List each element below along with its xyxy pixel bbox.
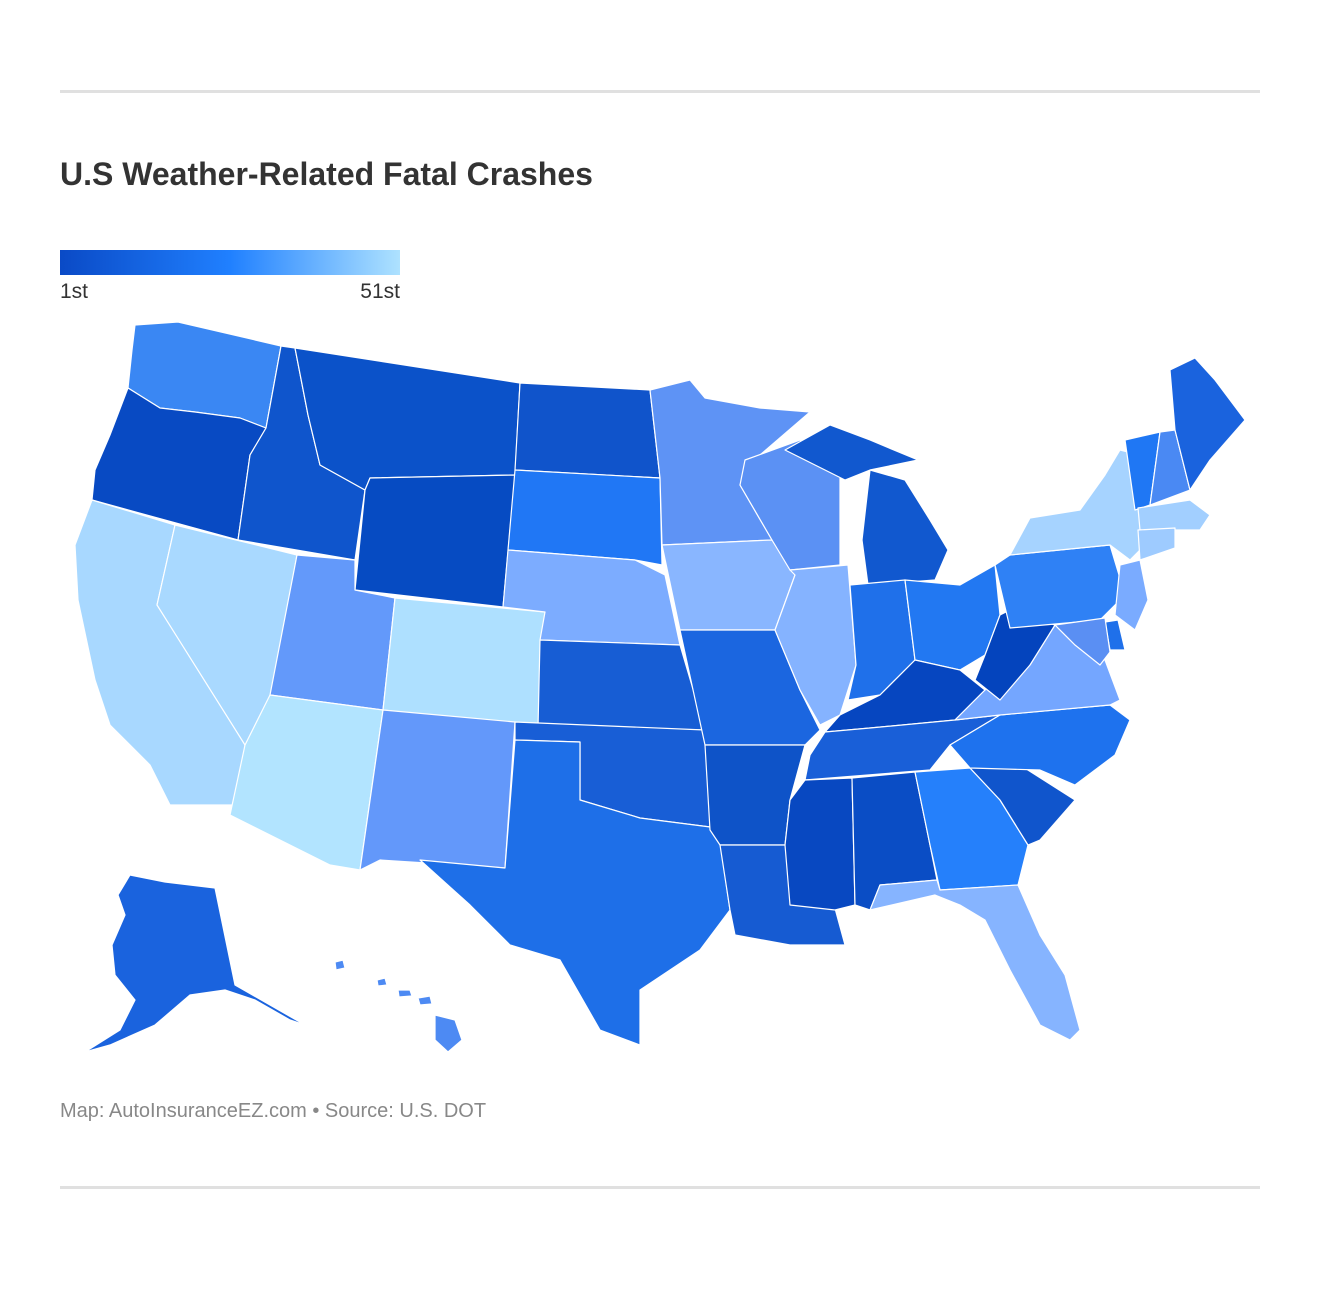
legend-min-label: 1st bbox=[60, 280, 89, 303]
state-MI bbox=[784, 424, 949, 586]
state-NJ bbox=[1114, 559, 1149, 631]
state-MT bbox=[294, 347, 521, 491]
state-CT bbox=[1137, 527, 1176, 561]
state-NM bbox=[359, 709, 516, 871]
legend-gradient-bar bbox=[60, 250, 400, 275]
state-ME bbox=[1169, 357, 1246, 491]
state-NY bbox=[1009, 449, 1146, 561]
state-MD bbox=[1054, 617, 1111, 666]
state-IA bbox=[661, 539, 796, 631]
bottom-divider bbox=[60, 1186, 1260, 1189]
state-WV bbox=[974, 609, 1056, 701]
state-HI bbox=[334, 959, 463, 1053]
state-ND bbox=[514, 382, 661, 479]
state-CO bbox=[382, 597, 546, 729]
source-credit: Map: AutoInsuranceEZ.com • Source: U.S. … bbox=[60, 1100, 487, 1122]
state-FL bbox=[869, 879, 1081, 1041]
chart-title: U.S Weather-Related Fatal Crashes bbox=[60, 156, 593, 192]
state-WY bbox=[354, 474, 516, 608]
state-AK bbox=[84, 874, 306, 1053]
state-SD bbox=[507, 469, 663, 566]
legend-max-label: 51st bbox=[360, 280, 400, 303]
top-divider bbox=[60, 90, 1260, 93]
state-MA bbox=[1137, 499, 1211, 531]
state-MS bbox=[784, 777, 856, 911]
state-TX bbox=[419, 739, 731, 1046]
us-choropleth-map bbox=[74, 321, 1246, 1053]
state-PA bbox=[994, 544, 1126, 629]
state-KS bbox=[537, 639, 706, 731]
